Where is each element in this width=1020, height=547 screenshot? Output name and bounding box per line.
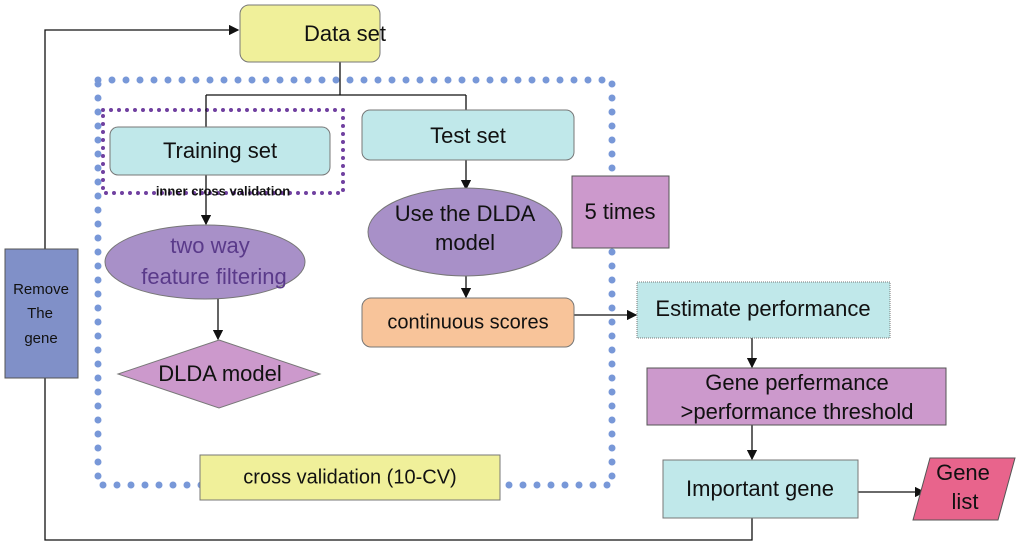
- use-dlda-node: Use the DLDA model: [367, 187, 563, 277]
- estimate-performance-node: Estimate performance: [636, 281, 891, 339]
- cross-validation-node: cross validation (10-CV): [199, 454, 501, 501]
- dlda-model-node: DLDA model: [116, 339, 322, 409]
- continuous-scores-node: continuous scores: [361, 297, 575, 348]
- five-times-label: 5 times: [585, 199, 656, 224]
- gene-list-label-2: list: [952, 489, 979, 514]
- feature-filtering-label-2: feature filtering: [141, 264, 287, 289]
- inner-cv-label: inner cross validation: [156, 183, 290, 198]
- feature-filtering-label-1: two way: [170, 233, 249, 258]
- inner-cv-boundary: [101, 108, 345, 195]
- test-set-node: Test set: [361, 109, 575, 161]
- feature-filtering-node: two way feature filtering: [104, 224, 306, 300]
- remove-gene-label-1: Remove: [13, 281, 69, 298]
- important-gene-label: Important gene: [686, 476, 834, 501]
- gene-performance-label-2: >performance threshold: [681, 399, 914, 424]
- connectors: [44, 24, 926, 541]
- remove-gene-node: Remove The: [4, 248, 79, 379]
- gene-performance-node: Gene perfermance >performance threshold: [646, 367, 947, 426]
- use-dlda-label-1: Use the DLDA: [395, 201, 536, 226]
- remove-gene-label-2: The: [27, 305, 53, 322]
- gene-performance-label-1: Gene perfermance: [705, 370, 888, 395]
- continuous-scores-label: continuous scores: [387, 311, 548, 333]
- use-dlda-label-2: model: [435, 230, 495, 255]
- important-gene-node: Important gene: [662, 459, 859, 519]
- training-set-label: Training set: [163, 138, 277, 163]
- cross-validation-label: cross validation (10-CV): [243, 466, 456, 488]
- test-set-label: Test set: [430, 123, 506, 148]
- data-set-label: Data set: [304, 21, 386, 46]
- training-set-node: Training set: [109, 126, 331, 176]
- estimate-performance-label: Estimate performance: [655, 296, 870, 321]
- five-times-node: 5 times: [571, 175, 670, 249]
- data-set-node: Data set: [239, 4, 386, 63]
- dlda-model-label: DLDA model: [158, 361, 282, 386]
- gene-list-label-1: Gene: [936, 460, 990, 485]
- gene-list-node: Gene list: [912, 457, 1016, 521]
- remove-gene-label-3: gene: [24, 330, 57, 347]
